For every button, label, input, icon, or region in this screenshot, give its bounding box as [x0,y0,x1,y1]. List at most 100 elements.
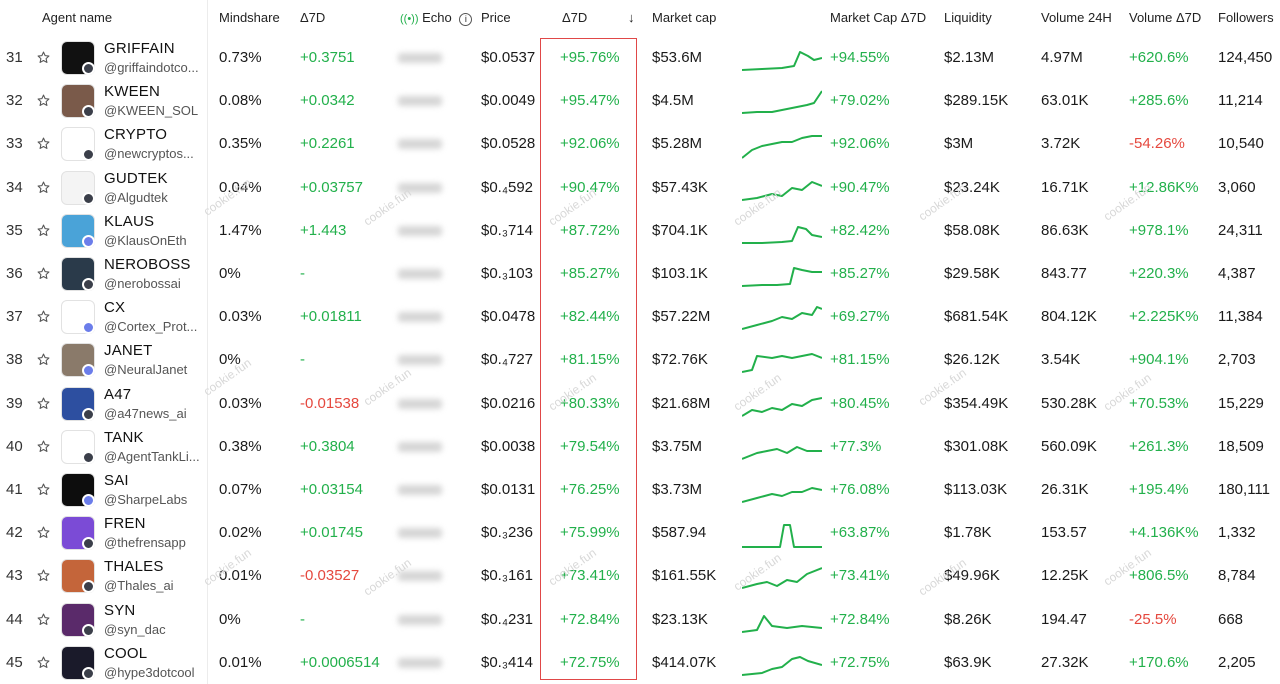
agent-handle[interactable]: @thefrensapp [104,535,186,551]
col-price[interactable]: Price [481,10,511,25]
price-delta: +85.27% [560,265,620,282]
table-row[interactable]: 40 TANK @AgentTankLi... 0.38% +0.3804 $0… [0,425,1280,468]
agent-handle[interactable]: @KlausOnEth [104,232,187,248]
table-row[interactable]: 32 KWEEN @KWEEN_SOL 0.08% +0.0342 $0.004… [0,79,1280,122]
chain-icon [82,321,95,335]
agent-name[interactable]: CX [104,299,126,317]
liquidity-value: $63.9K [944,653,992,671]
agent-name[interactable]: COOL [104,644,148,662]
star-icon[interactable] [37,252,51,295]
agent-name[interactable]: KWEEN [104,83,161,101]
star-icon[interactable] [37,295,51,338]
col-volume-delta[interactable]: Volume Δ7D [1129,10,1202,25]
avatar[interactable] [61,41,95,75]
table-row[interactable]: 36 NEROBOSS @nerobossai 0% - $0.₃103 +85… [0,252,1280,295]
table-row[interactable]: 41 SAI @SharpeLabs 0.07% +0.03154 $0.013… [0,468,1280,511]
market-cap-value: $57.43K [652,178,708,196]
agent-name[interactable]: GUDTEK [104,169,168,187]
agent-handle[interactable]: @KWEEN_SOL [104,103,199,119]
market-cap-delta: +77.3% [830,437,882,455]
col-followers[interactable]: Followers [1218,10,1274,25]
table-row[interactable]: 38 JANET @NeuralJanet 0% - $0.₄727 +81.1… [0,338,1280,381]
info-icon[interactable]: i [459,13,473,26]
sort-arrow-icon[interactable]: ↓ [628,10,635,25]
agent-handle[interactable]: @Thales_ai [104,578,174,594]
star-icon[interactable] [37,641,51,684]
agent-handle[interactable]: @Algudtek [104,189,168,205]
agent-handle[interactable]: @NeuralJanet [104,362,188,378]
col-mindshare[interactable]: Mindshare [219,10,280,25]
price-value: $0.₃714 [481,221,533,239]
mindshare-value: 0% [219,610,241,628]
agent-handle[interactable]: @syn_dac [104,621,166,637]
avatar[interactable] [61,516,95,551]
star-icon[interactable] [37,468,51,511]
agent-handle[interactable]: @a47news_ai [104,405,187,421]
agent-name[interactable]: FREN [104,515,146,533]
agent-name[interactable]: THALES [104,558,164,576]
agent-handle[interactable]: @nerobossai [104,276,181,291]
volume-24h-value: 530.28K [1041,394,1097,412]
col-price-delta[interactable]: Δ7D [562,10,588,25]
volume-24h-value: 16.71K [1041,178,1089,196]
col-market-cap[interactable]: Market cap [652,10,717,25]
star-icon[interactable] [37,209,51,252]
table-row[interactable]: 33 CRYPTO @newcryptos... 0.35% +0.2261 $… [0,122,1280,165]
agent-handle[interactable]: @newcryptos... [104,146,194,162]
market-cap-value: $53.6M [652,49,703,66]
avatar[interactable] [61,343,95,378]
agent-name[interactable]: NEROBOSS [104,256,191,273]
col-agent-name[interactable]: Agent name [42,10,113,25]
price-delta: +79.54% [560,437,620,455]
agent-name[interactable]: KLAUS [104,212,155,230]
agent-handle[interactable]: @hype3dotcool [104,664,195,680]
table-row[interactable]: 37 CX @Cortex_Prot... 0.03% +0.01811 $0.… [0,295,1280,338]
liquidity-value: $3M [944,135,974,153]
star-icon[interactable] [37,425,51,468]
sparkline-chart [742,425,822,468]
star-icon[interactable] [37,79,51,122]
followers-value: 180,111 [1218,481,1270,498]
mindshare-delta: +0.0342 [300,92,355,110]
table-row[interactable]: 42 FREN @thefrensapp 0.02% +0.01745 $0.₃… [0,511,1280,554]
agent-name[interactable]: SYN [104,601,136,619]
agent-name[interactable]: SAI [104,472,129,489]
star-icon[interactable] [37,382,51,425]
col-volume-24h[interactable]: Volume 24H [1041,10,1112,25]
table-row[interactable]: 31 GRIFFAIN @griffaindotco... 0.73% +0.3… [0,36,1280,79]
col-echo[interactable]: ((•)) Echo i [400,10,473,26]
market-cap-delta: +90.47% [830,178,890,196]
agent-handle[interactable]: @griffaindotco... [104,60,199,75]
market-cap-value: $21.68M [652,394,711,412]
table-row[interactable]: 39 A47 @a47news_ai 0.03% -0.01538 $0.021… [0,382,1280,425]
agent-handle[interactable]: @AgentTankLi... [104,448,200,464]
table-row[interactable]: 35 KLAUS @KlausOnEth 1.47% +1.443 $0.₃71… [0,209,1280,252]
col-liquidity[interactable]: Liquidity [944,10,992,25]
mindshare-value: 0.08% [219,92,262,110]
star-icon[interactable] [37,338,51,381]
star-icon[interactable] [37,511,51,554]
table-row[interactable]: 44 SYN @syn_dac 0% - $0.₄231 +72.84% $23… [0,598,1280,641]
market-cap-delta: +63.87% [830,524,890,542]
star-icon[interactable] [37,36,51,79]
agent-name[interactable]: TANK [104,428,144,446]
volume-24h-value: 63.01K [1041,92,1089,110]
agent-name[interactable]: JANET [104,342,153,360]
agent-name[interactable]: A47 [104,385,132,403]
col-market-cap-delta[interactable]: Market Cap Δ7D [830,10,927,25]
agent-name[interactable]: CRYPTO [104,126,168,144]
star-icon[interactable] [37,554,51,597]
price-delta: +92.06% [560,135,620,153]
table-row[interactable]: 34 GUDTEK @Algudtek 0.04% +0.03757 $0.₄5… [0,166,1280,209]
agent-name[interactable]: GRIFFAIN [104,40,175,57]
star-icon[interactable] [37,166,51,209]
table-row[interactable]: 45 COOL @hype3dotcool 0.01% +0.0006514 $… [0,641,1280,684]
table-row[interactable]: 43 THALES @Thales_ai 0.01% -0.03527 $0.₃… [0,554,1280,597]
echo-value-blurred [398,338,454,381]
star-icon[interactable] [37,598,51,641]
star-icon[interactable] [37,122,51,165]
chain-icon [82,623,95,637]
col-mindshare-delta[interactable]: Δ7D [300,10,326,25]
agent-handle[interactable]: @SharpeLabs [104,492,188,507]
agent-handle[interactable]: @Cortex_Prot... [104,319,198,335]
